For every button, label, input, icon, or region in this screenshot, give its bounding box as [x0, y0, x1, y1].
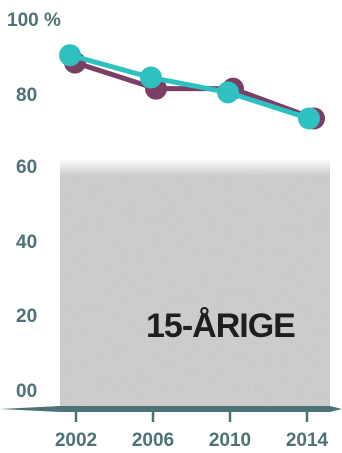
x-tick-label: 2010	[209, 430, 251, 451]
x-tick-label: 2002	[55, 430, 97, 451]
y-tick-label: 60	[16, 157, 37, 178]
x-axis-tick-marks	[74, 408, 309, 422]
series-2-point-2014	[298, 107, 320, 130]
series-2-point-2010	[217, 81, 239, 104]
y-tick-label: 100 %	[7, 10, 61, 31]
x-tick-label: 2006	[132, 430, 174, 451]
shade-fade	[60, 158, 330, 248]
series-2-point-2006	[140, 66, 162, 89]
series-2-point-2002	[59, 44, 81, 67]
y-tick-label: 80	[16, 85, 37, 106]
series-line-1	[74, 60, 315, 121]
plot-background	[60, 158, 330, 408]
y-axis-ticks: 100 % 80 60 40 20 00	[7, 10, 61, 402]
chart-annotation: 15-ÅRIGE	[146, 307, 295, 345]
x-tick-label: 2014	[286, 430, 329, 451]
series-line-2	[69, 52, 310, 121]
x-axis-ticks: 2002 2006 2010 2014	[55, 430, 329, 451]
y-tick-label: 40	[16, 232, 37, 253]
y-tick-label: 20	[16, 306, 37, 327]
series-layer	[59, 44, 325, 130]
y-tick-label: 00	[16, 381, 37, 402]
x-axis-line	[0, 406, 342, 412]
